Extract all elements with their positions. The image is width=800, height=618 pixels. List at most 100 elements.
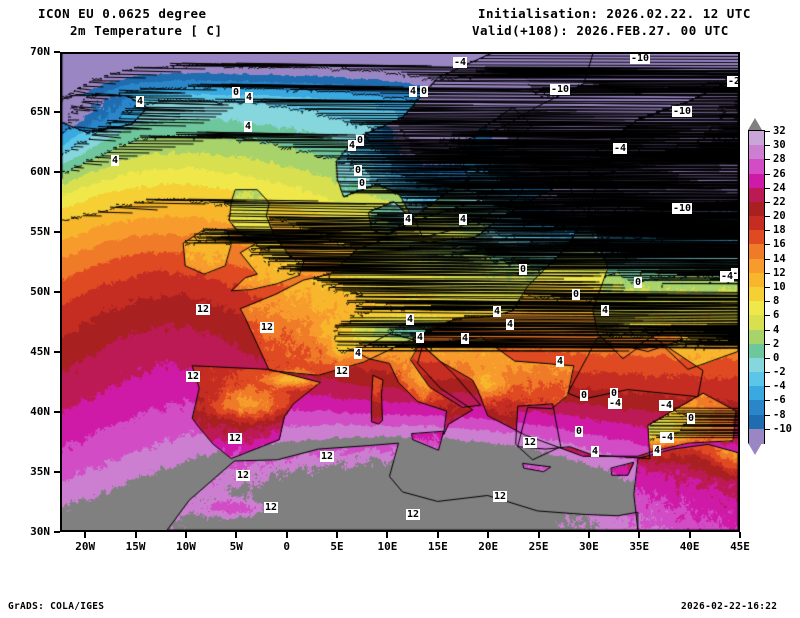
y-axis-tick-label: 65N bbox=[30, 105, 50, 118]
contour-label: 4 bbox=[245, 92, 254, 103]
y-axis-tick-label: 45N bbox=[30, 345, 50, 358]
colorbar-tick bbox=[764, 357, 770, 359]
valid-time-label: Valid(+108): 2026.FEB.27. 00 UTC bbox=[472, 23, 729, 38]
y-axis-tick-label: 55N bbox=[30, 225, 50, 238]
x-axis-tick-label: 10E bbox=[377, 540, 398, 553]
colorbar-tick bbox=[764, 386, 770, 388]
temperature-field-canvas bbox=[62, 54, 738, 530]
y-axis-tick bbox=[54, 471, 60, 473]
contour-label: 12 bbox=[236, 470, 251, 481]
colorbar-tick-label: -6 bbox=[773, 394, 786, 407]
colorbar-band bbox=[749, 343, 764, 359]
contour-label: -4 bbox=[613, 143, 628, 154]
colorbar-tick-label: 24 bbox=[773, 181, 786, 194]
contour-label: -10 bbox=[672, 203, 693, 214]
colorbar-tick-label: -10 bbox=[773, 422, 792, 435]
credit-label: GrADS: COLA/IGES bbox=[8, 601, 105, 612]
y-axis-tick bbox=[54, 231, 60, 233]
colorbar-tick bbox=[764, 131, 770, 132]
x-axis-tick-label: 30E bbox=[578, 540, 599, 553]
contour-label: 4 bbox=[136, 96, 145, 107]
colorbar-band bbox=[749, 131, 764, 146]
contour-label: 4 bbox=[556, 356, 565, 367]
colorbar-tick-label: 14 bbox=[773, 252, 786, 265]
colorbar-tick bbox=[764, 329, 770, 331]
contour-label: 4 bbox=[406, 314, 415, 325]
colorbar-tick-label: -4 bbox=[773, 380, 786, 393]
colorbar-band bbox=[749, 230, 764, 246]
colorbar-tick-label: 30 bbox=[773, 139, 786, 152]
contour-label: 12 bbox=[186, 371, 201, 382]
colorbar-tick bbox=[764, 343, 770, 345]
colorbar-tick bbox=[764, 230, 770, 232]
x-axis-tick bbox=[84, 532, 87, 538]
contour-label: 4 bbox=[459, 214, 468, 225]
x-axis-tick-label: 20W bbox=[75, 540, 96, 553]
colorbar-tick bbox=[764, 244, 770, 246]
contour-label: -4 bbox=[659, 400, 674, 411]
x-axis-tick-label: 45E bbox=[730, 540, 750, 553]
colorbar-tick-label: 32 bbox=[773, 125, 786, 137]
variable-label: 2m Temperature [ C] bbox=[70, 23, 223, 38]
x-axis-tick bbox=[184, 532, 187, 538]
contour-label: 12 bbox=[406, 509, 421, 520]
contour-label: 12 bbox=[260, 322, 275, 333]
y-axis-tick bbox=[54, 171, 60, 173]
contour-label: 4 bbox=[601, 305, 610, 316]
contour-label: 0 bbox=[420, 86, 429, 97]
colorbar-tick bbox=[764, 145, 770, 147]
colorbar-tick bbox=[764, 258, 770, 260]
x-axis-tick-label: 5E bbox=[330, 540, 344, 553]
contour-label: 4 bbox=[506, 319, 515, 330]
contour-label: -4 bbox=[608, 398, 623, 409]
contour-label: 0 bbox=[575, 426, 584, 437]
colorbar-tick bbox=[764, 301, 770, 303]
colorbar-band bbox=[749, 287, 764, 302]
x-axis-tick bbox=[386, 532, 389, 538]
contour-label: 4 bbox=[493, 306, 502, 317]
colorbar-tick bbox=[764, 428, 770, 430]
colorbar-tick bbox=[764, 216, 770, 218]
x-axis-tick bbox=[739, 532, 741, 538]
colorbar-tick-label: -2 bbox=[773, 366, 786, 379]
x-axis-tick-label: 10W bbox=[175, 540, 196, 553]
y-axis-tick bbox=[54, 531, 60, 533]
x-axis-tick bbox=[235, 532, 238, 538]
x-axis-tick-label: 0 bbox=[283, 540, 290, 553]
contour-label: 4 bbox=[404, 214, 413, 225]
y-axis-tick-label: 30N bbox=[30, 525, 50, 538]
x-axis-tick bbox=[587, 532, 590, 538]
colorbar-tick bbox=[764, 400, 770, 402]
colorbar-tick bbox=[764, 187, 770, 189]
colorbar-band bbox=[749, 187, 764, 203]
contour-label: 0 bbox=[610, 388, 619, 399]
colorbar-tick-label: 18 bbox=[773, 224, 786, 237]
x-axis-tick bbox=[436, 532, 439, 538]
colorbar-band bbox=[749, 386, 764, 402]
contour-label: 12 bbox=[228, 433, 243, 444]
contour-label: 12 bbox=[320, 451, 335, 462]
y-axis-tick bbox=[54, 291, 60, 293]
y-axis-tick bbox=[54, 51, 60, 53]
contour-label: -10 bbox=[550, 84, 571, 95]
contour-label: 4 bbox=[354, 348, 363, 359]
x-axis-tick bbox=[487, 532, 490, 538]
x-axis-tick bbox=[134, 532, 137, 538]
contour-label: -4 bbox=[731, 268, 738, 279]
contour-label: 4 bbox=[591, 446, 600, 457]
colorbar-band bbox=[749, 244, 764, 260]
x-axis-tick-label: 5W bbox=[229, 540, 243, 553]
y-axis-tick-label: 50N bbox=[30, 285, 50, 298]
contour-label: -4 bbox=[453, 57, 468, 68]
render-timestamp-label: 2026-02-22-16:22 bbox=[681, 601, 778, 612]
x-axis-tick bbox=[638, 532, 641, 538]
colorbar-tick bbox=[764, 173, 770, 175]
contour-label: 12 bbox=[264, 502, 279, 513]
colorbar-band bbox=[749, 329, 764, 345]
colorbar-tick-label: -8 bbox=[773, 408, 786, 421]
colorbar-band bbox=[749, 414, 764, 430]
x-axis-tick bbox=[336, 532, 339, 538]
colorbar-tick-label: 16 bbox=[773, 238, 786, 251]
contour-label: -4 bbox=[660, 432, 675, 443]
x-axis-tick-label: 15W bbox=[125, 540, 146, 553]
